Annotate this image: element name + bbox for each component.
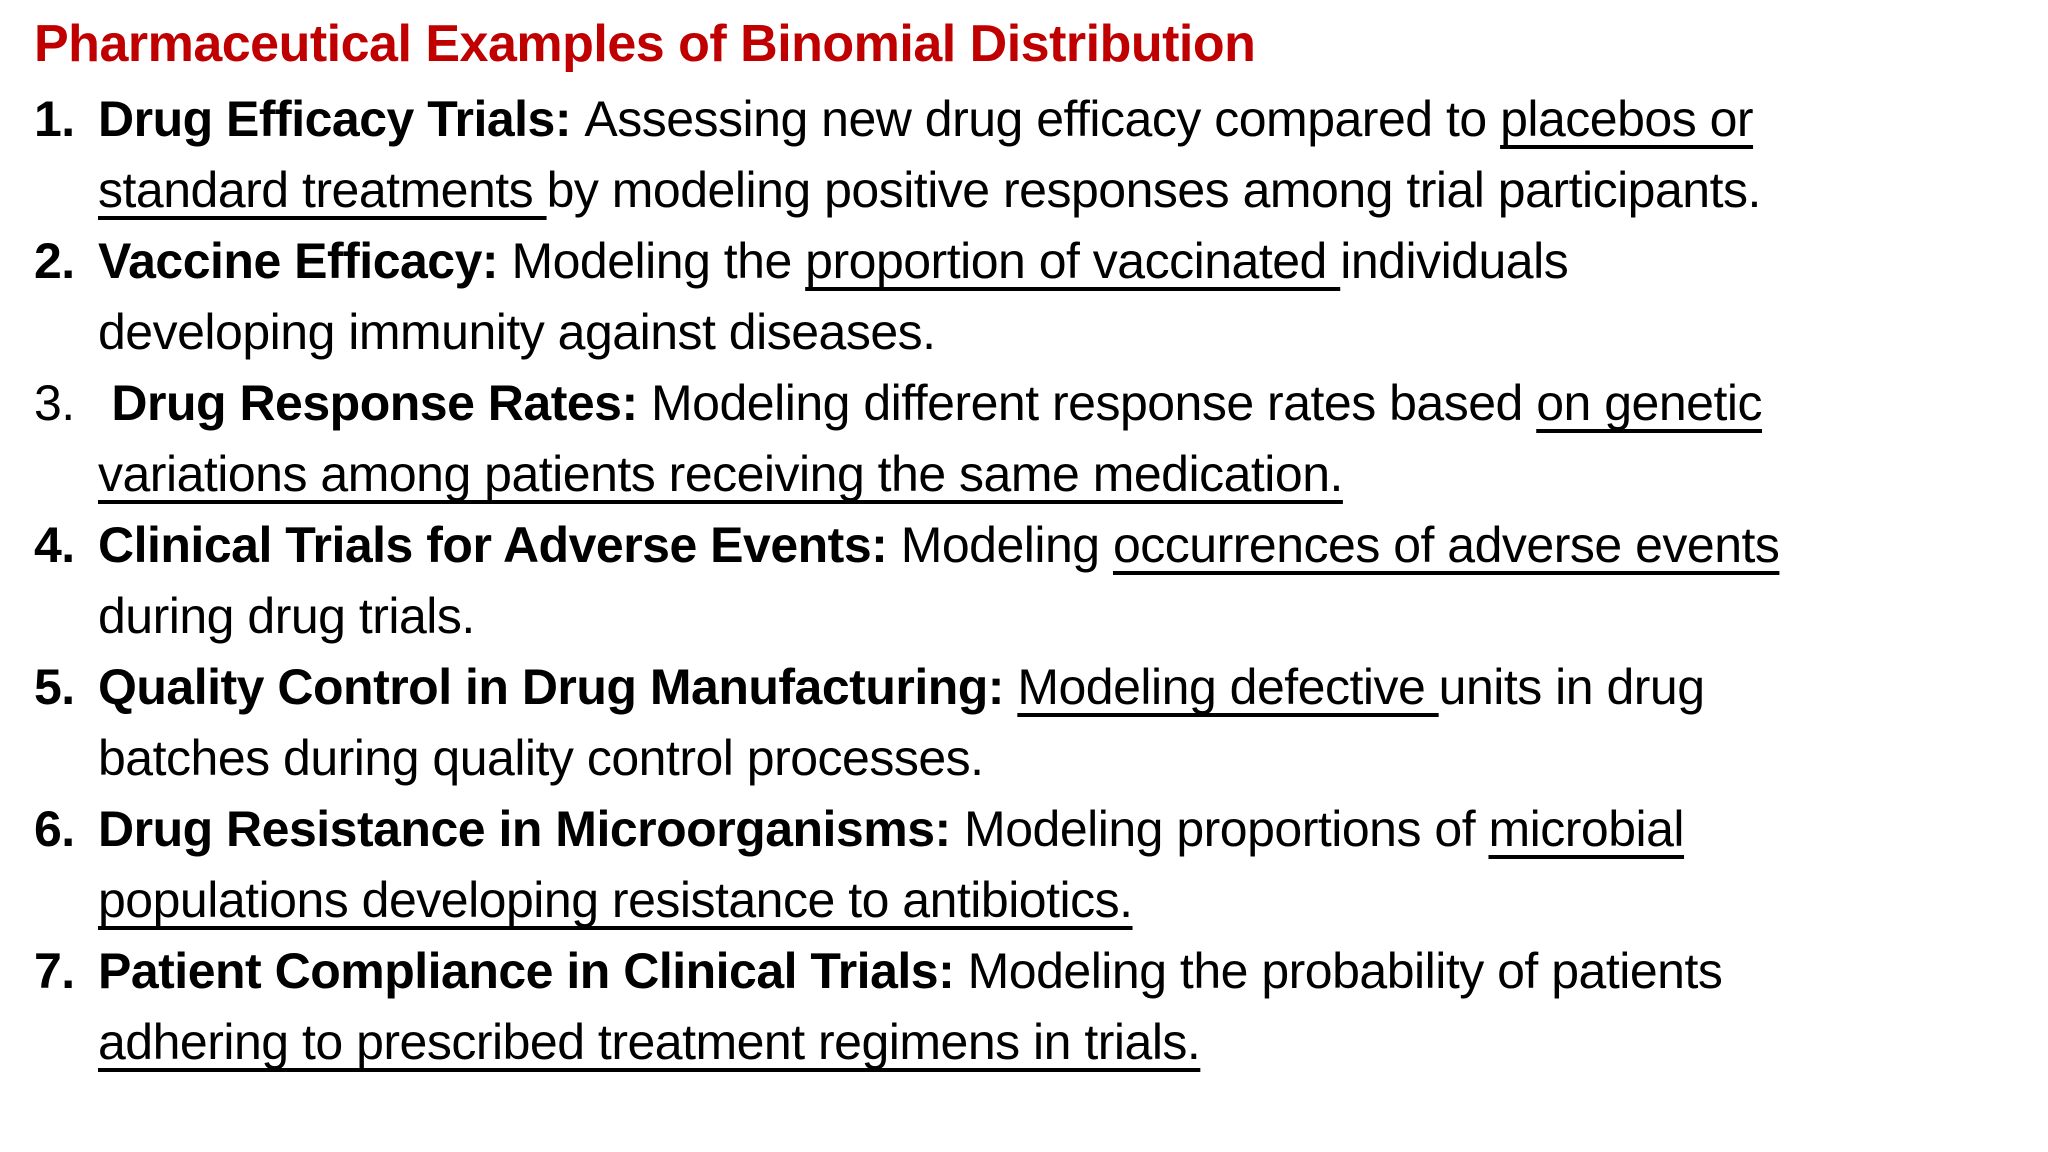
list-item-text: Drug Resistance in Microorganisms: Model… (98, 794, 2030, 936)
text-line: Drug Response Rates: Modeling different … (111, 375, 1762, 431)
page-title: Pharmaceutical Examples of Binomial Dist… (34, 15, 1256, 73)
text-line: Patient Compliance in Clinical Trials: M… (98, 943, 1723, 999)
list-item: 1. Drug Efficacy Trials: Assessing new dr… (34, 84, 2030, 226)
list-item-number: 1. (34, 91, 75, 147)
list-item-number: 4. (34, 517, 75, 573)
list-item-text: Vaccine Efficacy: Modeling the proportio… (98, 226, 2030, 368)
list-item-text: Patient Compliance in Clinical Trials: M… (98, 936, 2030, 1078)
list-item: 4. Clinical Trials for Adverse Events: Mo… (34, 510, 2030, 652)
text-line: Drug Efficacy Trials: Assessing new drug… (98, 91, 1754, 147)
slide: Pharmaceutical Examples of Binomial Dist… (34, 15, 2030, 1078)
text-line: during drug trials. (98, 588, 475, 644)
example-list: 1. Drug Efficacy Trials: Assessing new dr… (34, 84, 2030, 1078)
list-item-text: Quality Control in Drug Manufacturing: M… (98, 652, 2030, 794)
list-item: 5. Quality Control in Drug Manufacturing:… (34, 652, 2030, 794)
list-item: 6. Drug Resistance in Microorganisms: Mod… (34, 794, 2030, 936)
text-line: Quality Control in Drug Manufacturing: M… (98, 659, 1705, 715)
list-item-text: Clinical Trials for Adverse Events: Mode… (98, 510, 2030, 652)
list-item-text: Drug Efficacy Trials: Assessing new drug… (98, 84, 2030, 226)
list-item: 7. Patient Compliance in Clinical Trials:… (34, 936, 2030, 1078)
list-item: 2. Vaccine Efficacy: Modeling the proport… (34, 226, 2030, 368)
text-line: variations among patients receiving the … (98, 446, 1343, 502)
list-item-text: Drug Response Rates: Modeling different … (98, 368, 2030, 510)
list-item: 3. Drug Response Rates: Modeling differe… (34, 368, 2030, 510)
list-item-number: 2. (34, 233, 75, 289)
text-line: Clinical Trials for Adverse Events: Mode… (98, 517, 1780, 573)
text-line: Drug Resistance in Microorganisms: Model… (98, 801, 1685, 857)
text-line: adhering to prescribed treatment regimen… (98, 1014, 1201, 1070)
text-line: populations developing resistance to ant… (98, 872, 1133, 928)
list-item-number: 7. (34, 943, 75, 999)
list-item-number: 3. (34, 375, 75, 431)
text-line: Vaccine Efficacy: Modeling the proportio… (98, 233, 1569, 289)
text-line: standard treatments by modeling positive… (98, 162, 1761, 218)
list-item-number: 6. (34, 801, 75, 857)
list-item-number: 5. (34, 659, 75, 715)
text-line: developing immunity against diseases. (98, 304, 936, 360)
text-line: batches during quality control processes… (98, 730, 984, 786)
